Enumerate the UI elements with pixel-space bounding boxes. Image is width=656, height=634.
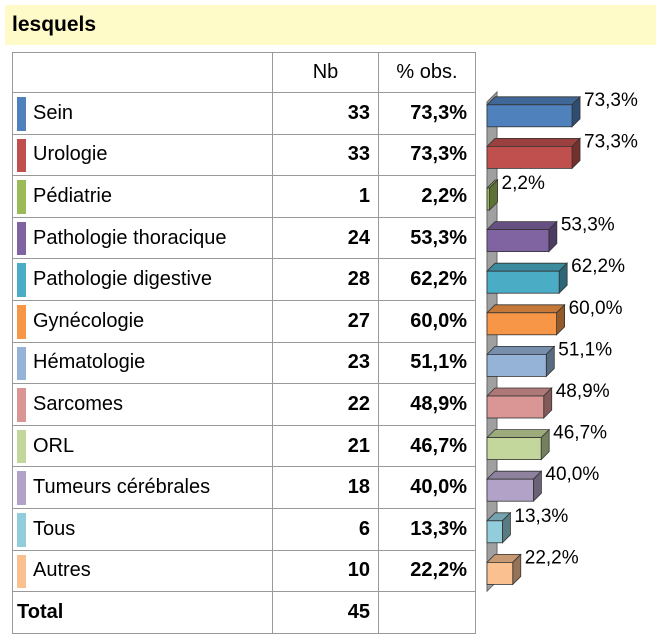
color-swatch xyxy=(17,554,26,589)
color-swatch xyxy=(17,346,26,381)
bar xyxy=(486,229,550,253)
bar xyxy=(486,145,573,169)
bar xyxy=(486,187,490,211)
bar-top xyxy=(486,221,558,231)
bar xyxy=(486,270,560,294)
color-swatch xyxy=(17,305,26,339)
bar-top xyxy=(486,387,553,397)
color-swatch xyxy=(17,471,26,505)
color-swatch xyxy=(17,429,26,464)
color-swatch xyxy=(17,180,26,214)
title-bar: lesquels xyxy=(5,5,656,45)
bar xyxy=(486,353,547,377)
title: lesquels xyxy=(12,13,97,36)
bar-top xyxy=(486,262,569,272)
bar xyxy=(486,312,557,336)
bar-label: 40,0% xyxy=(545,464,599,485)
color-swatch xyxy=(17,138,26,173)
bar xyxy=(486,562,514,585)
bar xyxy=(486,437,542,461)
bar-top xyxy=(486,96,581,106)
bar-label: 13,3% xyxy=(514,506,568,527)
bar xyxy=(486,520,503,544)
bar-label: 73,3% xyxy=(584,131,638,152)
bar-top xyxy=(486,470,543,480)
bar-label: 62,2% xyxy=(571,256,625,277)
color-swatch xyxy=(17,388,26,422)
bar-top xyxy=(486,304,566,314)
bar-label: 60,0% xyxy=(569,298,623,319)
bar xyxy=(486,395,545,419)
bar-top xyxy=(486,429,551,439)
bar xyxy=(486,104,573,128)
bar-top xyxy=(486,345,556,355)
bar-label: 53,3% xyxy=(561,215,615,236)
color-swatch xyxy=(17,97,26,131)
color-swatch xyxy=(17,221,26,256)
bar-label: 51,1% xyxy=(558,339,612,360)
bar-label: 73,3% xyxy=(584,90,638,111)
bar xyxy=(486,478,534,502)
color-swatch xyxy=(17,513,26,547)
bar-label: 22,2% xyxy=(525,547,579,568)
bar-label: 2,2% xyxy=(502,173,545,194)
bar-label: 46,7% xyxy=(553,423,607,444)
color-swatch xyxy=(17,263,26,297)
bar-label: 48,9% xyxy=(556,381,610,402)
bar-top xyxy=(486,137,581,147)
